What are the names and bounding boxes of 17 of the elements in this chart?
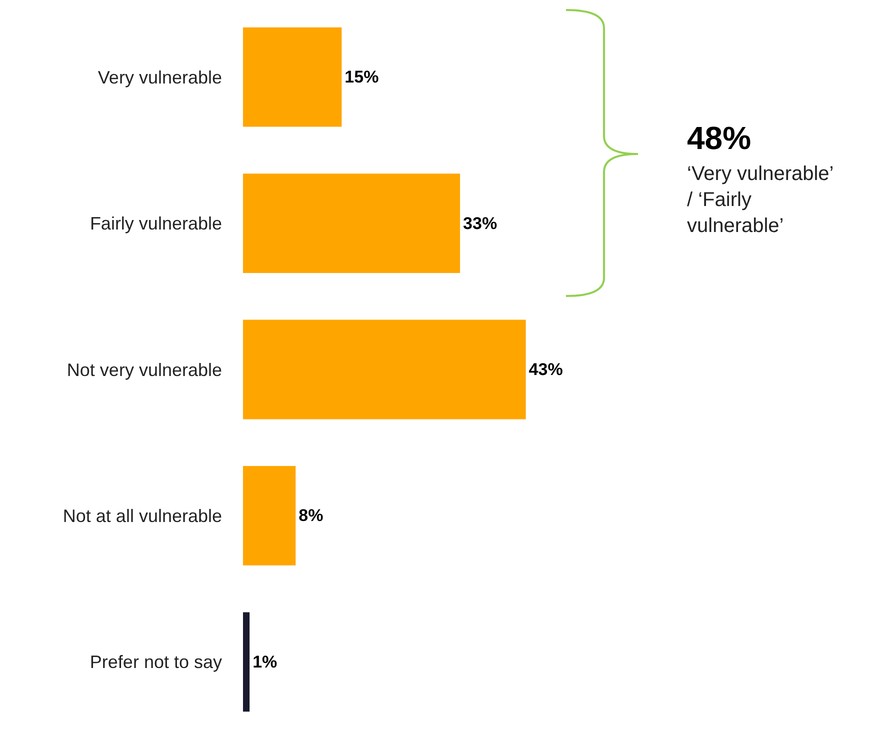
text: 48%	[687, 120, 752, 156]
bar	[243, 174, 460, 274]
y-tick-label: Prefer not to say	[90, 652, 222, 672]
data-label: 8%	[298, 506, 324, 526]
y-tick-label: Very vulnerable	[98, 67, 222, 88]
text: ‘Very vulnerable’ / ‘Fairly vulnerable’	[687, 163, 834, 237]
data-label: 33%	[463, 214, 498, 233]
bar	[243, 612, 250, 712]
data-label: 15%	[344, 68, 379, 87]
y-tick-label: Fairly vulnerable	[90, 214, 222, 234]
data-label: 43%	[528, 360, 563, 379]
bar	[243, 27, 342, 127]
bar	[243, 320, 526, 420]
bar	[243, 466, 296, 566]
y-tick-label: Not at all vulnerable	[62, 506, 222, 526]
data-label: 1%	[252, 652, 278, 672]
y-tick-label: Not very vulnerable	[66, 360, 222, 380]
